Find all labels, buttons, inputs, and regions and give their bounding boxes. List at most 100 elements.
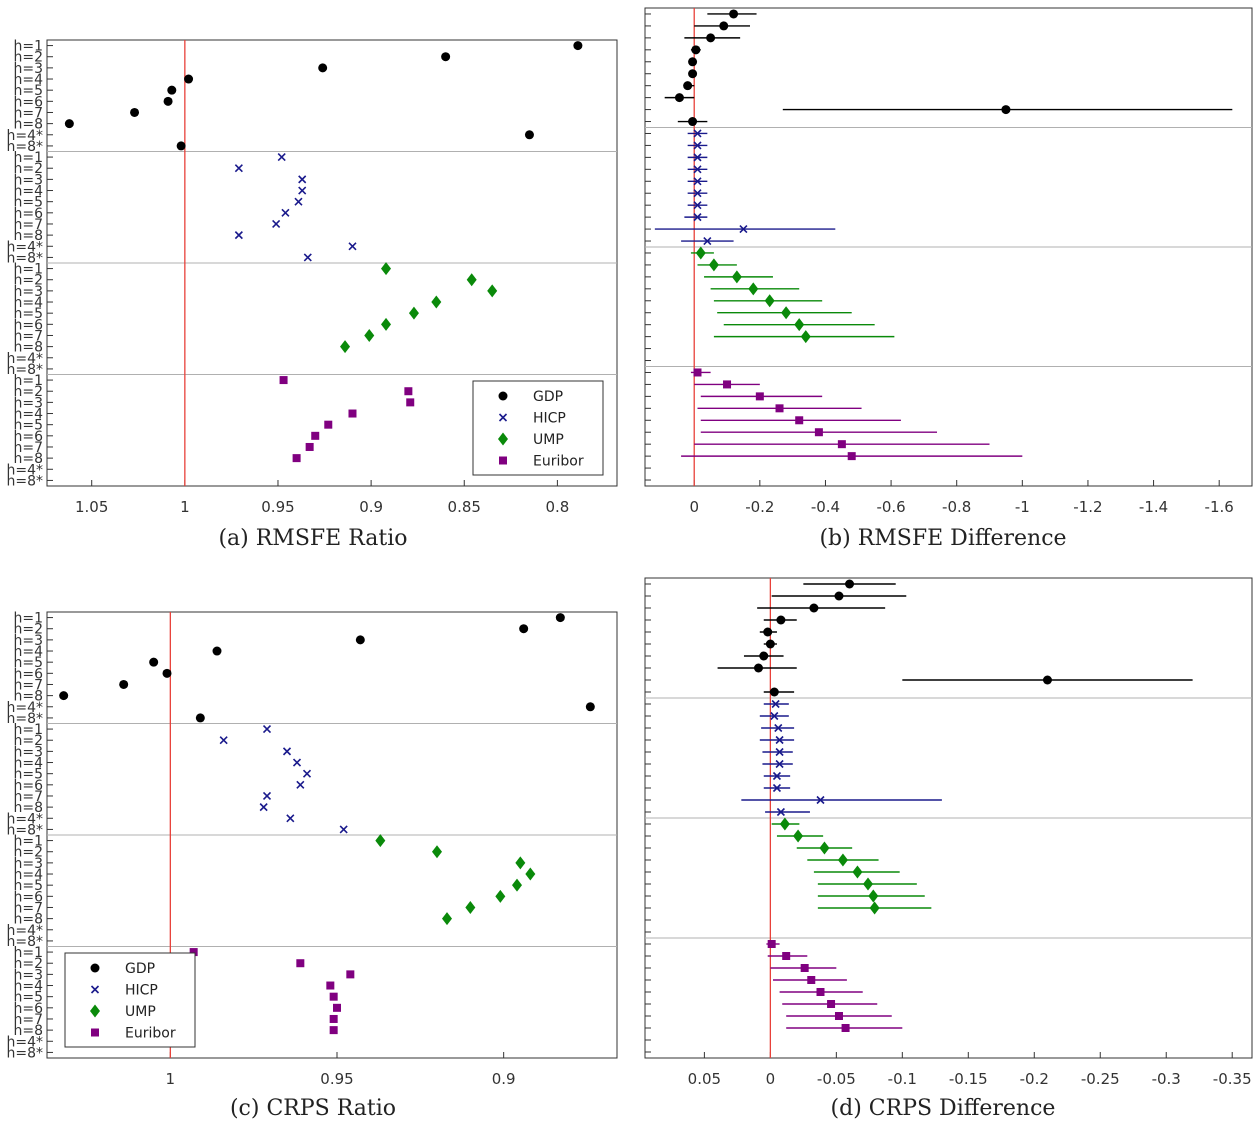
x-tick-label: 0.9	[359, 498, 383, 516]
data-point-hicp	[262, 791, 272, 801]
data-point-gdp	[729, 9, 739, 19]
x-tick-label: -0.2	[1020, 1070, 1049, 1088]
y-tick-label: h=4*	[6, 462, 43, 478]
legend-label-euribor: Euribor	[125, 1026, 176, 1042]
data-point-ump	[340, 340, 351, 354]
x-tick-label: 0.9	[492, 1070, 516, 1088]
y-tick-label: h=6	[13, 1001, 43, 1017]
x-tick-label: -0.25	[1081, 1070, 1120, 1088]
y-tick-label: h=1	[13, 945, 43, 961]
y-tick-label: h=4	[13, 867, 43, 883]
y-tick-label: h=3	[13, 856, 43, 872]
y-tick-label: h=4*	[6, 128, 43, 144]
legend-marker-gdp	[90, 963, 100, 973]
data-point-ump	[432, 845, 442, 859]
y-tick-label: h=2	[13, 161, 43, 177]
y-tick-label: h=8	[13, 117, 43, 133]
data-point-gdp	[674, 93, 684, 103]
data-point-gdp	[688, 117, 698, 127]
x-tick-label: -0.6	[876, 498, 905, 516]
data-point-gdp	[441, 52, 451, 62]
data-point-hicp	[703, 236, 712, 246]
data-point-gdp	[149, 657, 159, 667]
y-tick-label: h=7	[13, 900, 43, 916]
data-point-hicp	[298, 186, 307, 195]
data-point-euribor	[693, 368, 702, 377]
y-tick-label: h=5	[13, 767, 43, 783]
data-point-hicp	[281, 208, 290, 217]
data-point-euribor	[775, 404, 784, 413]
data-point-hicp	[294, 197, 303, 206]
data-point-hicp	[234, 164, 243, 173]
y-tick-label: h=8	[13, 912, 43, 928]
data-point-euribor	[305, 442, 314, 451]
legend-marker-euribor	[91, 1028, 99, 1037]
y-tick-label: h=8	[13, 340, 43, 356]
y-tick-label: h=5	[13, 195, 43, 211]
data-point-euribor	[279, 376, 288, 385]
data-point-gdp	[119, 679, 129, 689]
legend-marker-ump	[90, 1004, 100, 1018]
y-tick-label: h=5	[13, 990, 43, 1006]
y-tick-label: h=3	[13, 172, 43, 188]
legend-label-euribor: Euribor	[533, 454, 584, 470]
data-point-hicp	[693, 213, 702, 222]
data-point-euribor	[847, 452, 856, 461]
y-tick-label: h=4	[13, 644, 43, 660]
y-tick-label: h=6	[13, 889, 43, 905]
y-tick-label: h=8*	[6, 362, 43, 378]
y-tick-label: h=4*	[6, 811, 43, 827]
data-point-hicp	[776, 807, 785, 817]
y-tick-label: h=6	[13, 94, 43, 110]
data-point-hicp	[303, 253, 312, 262]
x-tick-label: 0.95	[320, 1070, 353, 1088]
y-tick-label: h=3	[13, 633, 43, 649]
data-point-ump	[819, 841, 830, 855]
y-tick-label: h=2	[13, 845, 43, 861]
data-point-hicp	[693, 189, 702, 198]
data-point-euribor	[755, 392, 764, 401]
data-point-ump	[837, 853, 848, 867]
x-tick-label: -0.05	[817, 1070, 856, 1088]
y-tick-label: h=5	[13, 418, 43, 434]
y-tick-label: h=7	[13, 1012, 43, 1028]
data-point-ump	[381, 262, 392, 276]
y-tick-label: h=4*	[6, 1034, 43, 1050]
data-point-euribor	[296, 959, 305, 968]
data-point-gdp	[130, 107, 140, 117]
y-tick-label: h=1	[13, 722, 43, 738]
data-point-hicp	[286, 814, 295, 823]
legend-marker-ump	[498, 432, 508, 446]
y-tick-label: h=3	[13, 61, 43, 77]
data-point-gdp	[769, 687, 779, 697]
data-point-ump	[868, 889, 879, 903]
data-point-ump	[487, 284, 498, 298]
data-point-gdp	[1001, 105, 1011, 115]
data-point-hicp	[272, 219, 281, 229]
data-point-gdp	[355, 635, 365, 645]
legend: GDP HICP UMP Euribor	[64, 952, 196, 1048]
y-tick-label: h=8	[13, 451, 43, 467]
data-point-gdp	[555, 613, 565, 623]
data-point-hicp	[772, 771, 782, 781]
data-point-euribor	[292, 454, 301, 463]
data-point-hicp	[348, 242, 357, 251]
data-point-euribor	[834, 1012, 843, 1020]
y-tick-label: h=6	[13, 317, 43, 333]
x-tick-label: -1	[1015, 498, 1030, 516]
data-point-ump	[466, 273, 477, 287]
data-point-euribor	[329, 1014, 338, 1023]
y-tick-label: h=7	[13, 789, 43, 805]
data-point-hicp	[693, 177, 702, 186]
x-tick-label: 1	[166, 1070, 176, 1088]
data-point-gdp	[212, 646, 222, 656]
data-point-hicp	[296, 780, 305, 789]
data-point-gdp	[706, 33, 716, 43]
data-point-ump	[512, 878, 522, 892]
legend-label-ump: UMP	[533, 432, 564, 448]
y-tick-label: h=4*	[6, 351, 43, 367]
data-point-hicp	[339, 825, 348, 834]
data-point-ump	[779, 817, 790, 831]
y-tick-label: h=5	[13, 83, 43, 99]
